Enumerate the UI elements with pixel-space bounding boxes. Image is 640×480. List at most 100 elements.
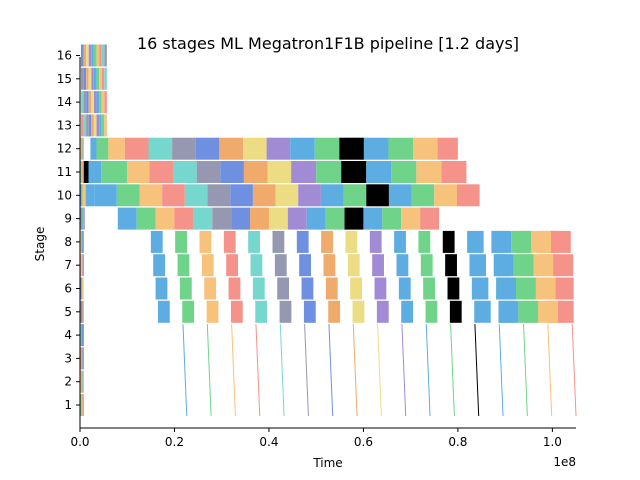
stage-9-segment (287, 207, 307, 230)
stage-7-segment (201, 254, 214, 277)
y-tick-label: 4 (64, 328, 72, 342)
stage-16-startup-segment (101, 44, 105, 67)
stage-15-startup-segment (80, 67, 84, 90)
stage-5-startup-segment (81, 300, 83, 323)
stage-8-startup-segment (81, 230, 83, 253)
stage-7-segment (533, 254, 554, 277)
stage-8-segment (442, 230, 455, 253)
stage-7-segment (513, 254, 534, 277)
stage-10-segment (207, 184, 231, 207)
y-tick-label: 16 (57, 49, 72, 63)
stage-11-segment (341, 161, 367, 183)
stage-7-segment (323, 254, 336, 277)
plot-area (80, 44, 577, 417)
y-tick-label: 10 (57, 188, 72, 202)
stage-5-segment (376, 300, 389, 323)
stage-9-segment (212, 207, 232, 230)
stage-10-segment (139, 184, 163, 207)
stage-5-segment (279, 300, 292, 323)
stage-6-startup-segment (82, 277, 84, 300)
stage-14-startup-segment (88, 91, 92, 114)
stage-12-segment (108, 137, 125, 160)
stage-transfer-line (279, 324, 285, 417)
y-tick-label: 8 (64, 235, 72, 249)
stage-1-startup-segment (82, 394, 84, 416)
stage-7-segment (372, 254, 384, 277)
stage-15-startup-segment (86, 67, 89, 90)
stage-13-startup-segment (99, 114, 102, 137)
stage-8-segment (511, 230, 532, 253)
stage-8-segment (272, 230, 285, 253)
stage-6-startup-segment (80, 277, 82, 300)
stage-transfer-line (425, 324, 431, 417)
stage-7-segment (420, 254, 433, 277)
stage-5-segment (328, 300, 341, 323)
y-tick-label: 15 (57, 72, 72, 86)
y-tick-label: 13 (57, 118, 72, 132)
stage-11-startup-segment (81, 161, 83, 183)
stage-9-segment (136, 207, 156, 230)
stage-11-segment (441, 161, 467, 183)
stage-7-segment (177, 254, 190, 277)
stage-5-segment (538, 300, 559, 323)
stage-5-segment (498, 300, 519, 323)
stage-8-segment (175, 230, 187, 253)
stage-10-segment (275, 184, 299, 207)
stage-5-segment (157, 300, 170, 323)
stage-10-segment (411, 184, 435, 207)
y-tick-label: 7 (64, 258, 72, 272)
stage-15-startup-segment (101, 67, 105, 90)
stage-8-segment (223, 230, 236, 253)
y-tick-label: 1 (64, 398, 72, 412)
stage-12-startup-segment (80, 137, 82, 160)
stage-4-startup-segment (80, 324, 82, 347)
stage-12-segment (290, 137, 315, 160)
stage-6-segment (423, 277, 435, 300)
stage-12-segment (266, 137, 291, 160)
stage-9-segment (344, 207, 364, 230)
stage-13-startup-segment (83, 114, 87, 137)
y-tick-label: 9 (64, 212, 72, 226)
stage-11-segment (291, 161, 317, 183)
y-tick-label: 12 (57, 142, 72, 156)
stage-9-segment (117, 207, 137, 230)
stage-transfer-line (328, 324, 334, 417)
stage-10-startup-segment (82, 184, 84, 207)
stage-3-startup-segment (81, 347, 83, 370)
stage-6-segment (398, 277, 411, 300)
stage-16-startup-segment (83, 44, 87, 67)
stage-6-segment (228, 277, 241, 300)
stage-11-startup-segment (80, 161, 82, 183)
x-tick-label: 0.4 (259, 435, 278, 449)
stage-11-segment (196, 161, 221, 183)
stage-10-startup-segment (80, 184, 82, 207)
stage-6-segment (516, 277, 536, 300)
stage-1-startup-segment (81, 394, 83, 416)
stage-5-segment (518, 300, 539, 323)
stage-15-startup-segment (104, 67, 107, 90)
stage-2-startup-segment (82, 370, 84, 393)
stage-14-startup-segment (96, 91, 100, 114)
stage-2-startup-segment (80, 370, 82, 393)
stage-7-segment (396, 254, 409, 277)
stage-transfer-line (304, 324, 309, 417)
stage-13-startup-segment (101, 114, 105, 137)
stage-6-segment (179, 277, 192, 300)
stage-5-segment (206, 300, 219, 323)
stage-8-segment (531, 230, 551, 253)
stage-12-segment (148, 137, 173, 160)
stage-12-segment (363, 137, 389, 160)
stage-11-startup-segment (82, 161, 84, 183)
stage-4-startup-segment (82, 324, 84, 347)
stage-13-startup-segment (104, 114, 107, 137)
y-tick-label: 14 (57, 95, 72, 109)
stage-8-segment (296, 230, 309, 253)
x-tick-label: 0.0 (70, 435, 89, 449)
stage-15-startup-segment (99, 67, 102, 90)
axes: 0.0 0.2 0.4 0.6 0.8 1.01234567891011121314151… (57, 49, 576, 449)
stage-6-segment (155, 277, 168, 300)
stage-6-segment (374, 277, 387, 300)
stage-15-startup-segment (96, 67, 100, 90)
stage-10-segment (388, 184, 412, 207)
stage-transfer-line (523, 324, 528, 417)
